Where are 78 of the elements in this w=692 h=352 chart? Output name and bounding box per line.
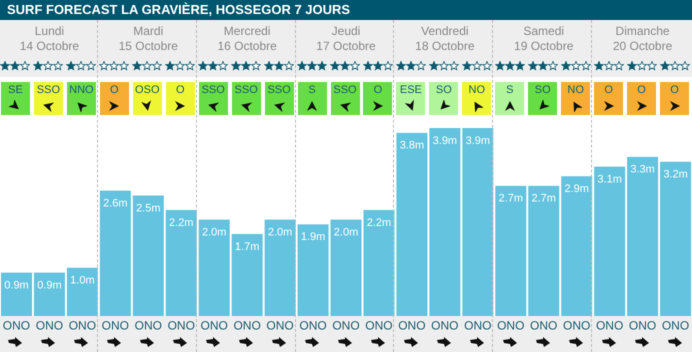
data-label: 0.9m: [37, 279, 62, 292]
text: 20 Octobre: [612, 39, 674, 54]
text: 19 Octobre: [513, 39, 574, 54]
x-tick-label: ONO: [596, 318, 624, 333]
data-label: 3.3m: [630, 164, 655, 176]
x-tick-label: ONO: [398, 318, 426, 333]
text: 17 Octobre: [315, 39, 377, 54]
x-tick-label: ONO: [102, 318, 130, 333]
data-label: 0.9m: [4, 279, 29, 292]
x-tick-label: ONO: [233, 318, 261, 333]
text: 16 Octobre: [216, 39, 278, 54]
x-tick-label: ONO: [431, 318, 459, 333]
data-label: 3.8m: [400, 140, 424, 152]
text: Jeudi: [330, 24, 362, 39]
data-label: 2.7m: [498, 192, 524, 205]
x-tick-label: ONO: [562, 318, 590, 333]
text: O: [372, 84, 384, 96]
text: Samedi: [522, 24, 566, 39]
data-label: 1.9m: [300, 231, 326, 244]
data-label: 2.0m: [334, 226, 358, 238]
text: Mardi: [132, 24, 164, 39]
text: O: [174, 84, 186, 96]
text: SO: [434, 84, 453, 96]
x-tick-label: ONO: [332, 318, 360, 333]
x-tick-label: ONO: [662, 318, 690, 333]
data-label: 2.0m: [202, 226, 226, 238]
text: Lundi: [34, 24, 66, 39]
x-tick-label: ONO: [168, 318, 195, 333]
data-label: 2.9m: [564, 183, 589, 196]
chart-title: SURF FORECAST LA GRAVIÈRE, HOSSEGOR 7 JOURS: [7, 2, 350, 17]
text: S: [307, 84, 317, 96]
x-tick-label: ONO: [200, 318, 228, 333]
x-tick-label: ONO: [464, 318, 492, 333]
text: ESE: [398, 84, 423, 96]
text: 14 Octobre: [18, 39, 80, 54]
text: NO: [566, 84, 585, 96]
text: O: [636, 84, 647, 96]
text: NO: [468, 84, 486, 96]
data-label: 3.9m: [432, 134, 458, 147]
data-label: 3.9m: [466, 134, 490, 147]
text: Vendredi: [420, 24, 470, 39]
text: SSO: [36, 84, 62, 96]
text: Dimanche: [614, 24, 671, 39]
text: 18 Octobre: [414, 39, 476, 54]
text: SSO: [266, 84, 292, 96]
x-tick-label: ONO: [266, 318, 294, 333]
data-label: 2.6m: [103, 197, 128, 210]
data-label: 1.7m: [234, 240, 260, 253]
text: SSO: [234, 84, 259, 96]
text: SE: [7, 84, 24, 96]
x-tick-label: ONO: [2, 318, 30, 333]
x-tick-label: ONO: [530, 318, 558, 333]
text: SO: [534, 84, 552, 96]
text: SSO: [200, 84, 226, 96]
data-label: 3.1m: [597, 173, 622, 186]
data-label: 2.0m: [268, 226, 292, 238]
data-label: 2.5m: [136, 202, 161, 214]
x-tick-label: ONO: [134, 318, 162, 333]
text: SSO: [332, 84, 358, 96]
text: 15 Octobre: [118, 39, 179, 54]
text: S: [505, 84, 514, 96]
x-tick-label: ONO: [497, 318, 524, 333]
text: Mercredi: [222, 24, 272, 39]
text: OSO: [134, 84, 160, 96]
data-label: 2.2m: [169, 216, 194, 229]
text: O: [603, 84, 614, 96]
x-tick-label: ONO: [68, 318, 96, 333]
x-tick-label: ONO: [628, 318, 656, 333]
data-label: 3.2m: [663, 168, 688, 181]
data-label: 2.2m: [366, 216, 392, 229]
data-label: 1.0m: [70, 274, 95, 287]
text: O: [669, 84, 680, 96]
text: O: [109, 84, 120, 96]
x-tick-label: ONO: [36, 318, 64, 333]
data-label: 2.7m: [532, 192, 556, 205]
x-tick-label: ONO: [365, 318, 393, 333]
text: NNO: [68, 84, 95, 96]
x-tick-label: ONO: [299, 318, 327, 333]
